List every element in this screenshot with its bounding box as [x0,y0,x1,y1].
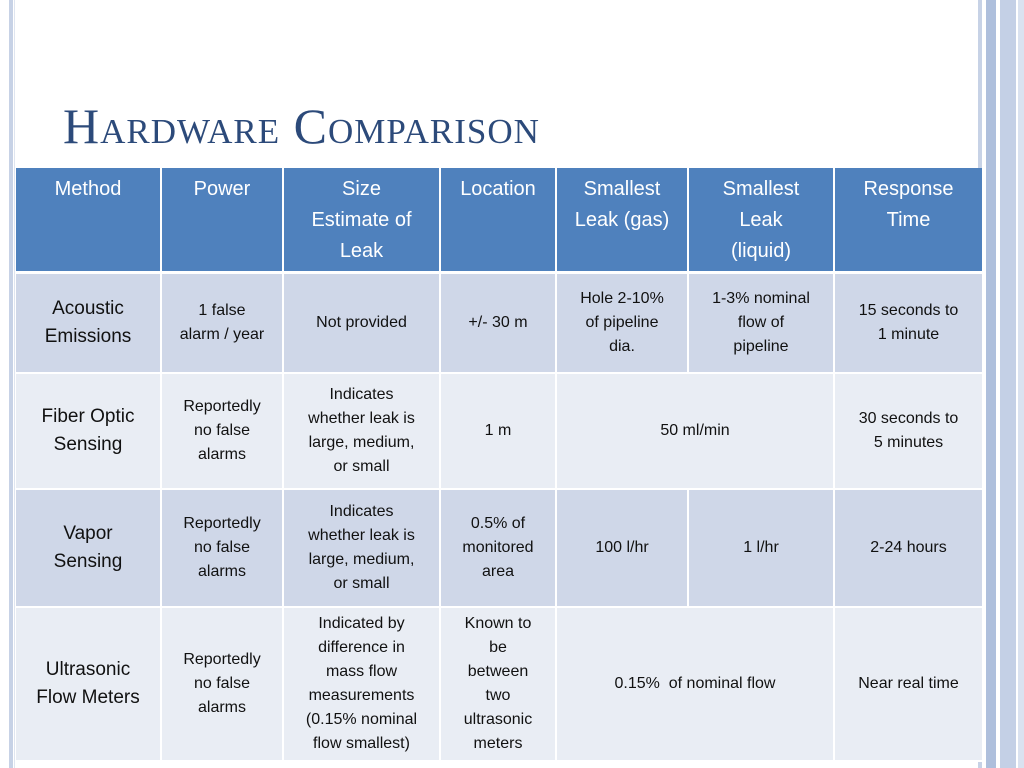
cell-location: Known to be between two ultrasonic meters [440,607,557,762]
cell-power: Reportedly no false alarms [161,373,284,490]
cell-response-time: 2-24 hours [834,489,982,608]
table-row: Fiber Optic Sensing Reportedly no false ala… [16,373,982,490]
cell-size-estimate: Indicated by difference in mass flow measur… [283,607,441,762]
cell-location: +/- 30 m [440,272,557,374]
slide-left-rule-thin [14,0,15,768]
table-row: Ultrasonic Flow Meters Reportedly no false… [16,607,982,762]
header-smallest-leak-liquid: Smallest Leak (liquid) [688,168,835,274]
header-smallest-leak-gas: Smallest Leak (gas) [556,168,689,274]
header-size-estimate: Size Estimate of Leak [283,168,441,274]
cell-method: Acoustic Emissions [16,272,162,374]
cell-power: Reportedly no false alarms [161,607,284,762]
cell-leak-merged: 50 ml/min [556,373,835,490]
cell-leak-liquid: 1-3% nominal flow of pipeline [688,272,835,374]
decor-bar [1000,0,1016,768]
hardware-comparison-table: Method Power Size Estimate of Leak Locat… [16,168,982,762]
header-method: Method [16,168,162,274]
header-location: Location [440,168,557,274]
decor-bar [1018,0,1024,768]
cell-leak-gas: 100 l/hr [556,489,689,608]
cell-size-estimate: Indicates whether leak is large, medium, or… [283,373,441,490]
cell-method: Ultrasonic Flow Meters [16,607,162,762]
cell-method: Fiber Optic Sensing [16,373,162,490]
decor-bar [986,0,996,768]
table-row: Vapor Sensing Reportedly no false alarms In… [16,489,982,608]
slide-left-rule [9,0,13,768]
cell-size-estimate: Not provided [283,272,441,374]
cell-location: 0.5% of monitored area [440,489,557,608]
cell-method: Vapor Sensing [16,489,162,608]
table-row: Acoustic Emissions 1 false alarm / year No… [16,272,982,374]
table-header-row: Method Power Size Estimate of Leak Locat… [16,168,982,274]
header-response-time: Response Time [834,168,982,274]
header-power: Power [161,168,284,274]
cell-response-time: 30 seconds to 5 minutes [834,373,982,490]
slide-right-decoration [978,0,1024,768]
cell-power: Reportedly no false alarms [161,489,284,608]
cell-leak-merged: 0.15% of nominal flow [556,607,835,762]
cell-leak-liquid: 1 l/hr [688,489,835,608]
cell-power: 1 false alarm / year [161,272,284,374]
cell-response-time: 15 seconds to 1 minute [834,272,982,374]
cell-response-time: Near real time [834,607,982,762]
slide-title: Hardware Comparison [63,98,540,154]
cell-size-estimate: Indicates whether leak is large, medium, or… [283,489,441,608]
cell-leak-gas: Hole 2-10% of pipeline dia. [556,272,689,374]
cell-location: 1 m [440,373,557,490]
